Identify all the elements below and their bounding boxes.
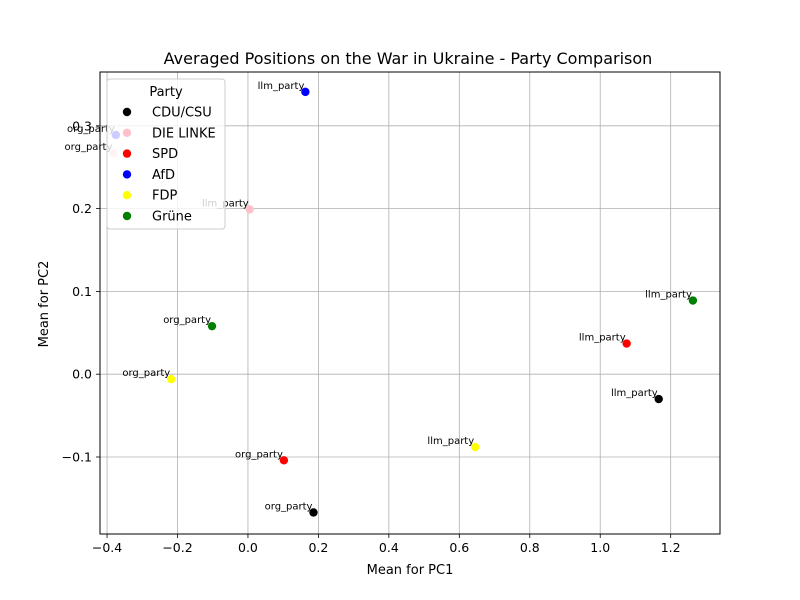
x-tick-label: −0.2 (162, 540, 192, 555)
x-tick-label: 0.6 (449, 540, 469, 555)
x-axis-label: Mean for PC1 (367, 563, 454, 578)
point-label: org_party (65, 142, 113, 153)
y-axis-label: Mean for PC2 (37, 261, 52, 348)
x-tick-label: 1.0 (590, 540, 610, 555)
grid (100, 72, 720, 534)
point-label: llm_party (258, 81, 305, 92)
x-tick-label: 1.2 (661, 540, 681, 555)
legend-label: CDU/CSU (152, 106, 212, 121)
point-label: llm_party (579, 333, 626, 344)
legend-title: Party (149, 85, 183, 100)
chart-title: Averaged Positions on the War in Ukraine… (164, 49, 653, 68)
point-label: org_party (235, 449, 283, 460)
data-point (207, 321, 217, 331)
point-label: llm_party (427, 436, 474, 447)
data-point (654, 394, 663, 404)
x-axis-ticks: −0.4 −0.2 0.0 0.2 0.4 0.6 0.8 1.0 1.2 (92, 534, 681, 555)
point-label: org_party (67, 124, 115, 135)
data-point (470, 442, 480, 452)
legend-marker (122, 128, 132, 137)
legend-label: AfD (152, 168, 175, 183)
point-label: llm_party (611, 388, 658, 399)
x-tick-label: 0.0 (238, 540, 258, 555)
legend: Party CDU/CSU DIE LINKE SPD AfD FDP Grüne (106, 78, 226, 230)
legend-marker (122, 191, 132, 200)
data-point (309, 508, 318, 517)
data-point (245, 205, 254, 214)
legend-label: DIE LINKE (152, 126, 216, 141)
legend-label: Grüne (152, 210, 192, 225)
x-tick-label: 0.8 (520, 540, 540, 555)
y-tick-label: −0.1 (62, 450, 92, 465)
legend-marker (122, 170, 132, 179)
x-tick-label: −0.4 (92, 540, 122, 555)
x-tick-label: 0.2 (308, 540, 328, 555)
data-point (622, 339, 631, 348)
legend-label: SPD (152, 147, 178, 162)
y-tick-label: 0.2 (72, 201, 92, 216)
legend-marker (122, 107, 132, 117)
legend-marker (122, 211, 132, 221)
point-label: org_party (122, 368, 170, 379)
y-tick-label: 0.0 (72, 367, 92, 382)
point-label: org_party (265, 501, 313, 512)
point-label: llm_party (645, 290, 692, 301)
data-points (109, 87, 698, 517)
legend-label: FDP (152, 189, 177, 204)
data-point (688, 296, 698, 305)
data-point (301, 87, 310, 97)
legend-entries: CDU/CSU DIE LINKE SPD AfD FDP Grüne (122, 106, 216, 225)
data-point (166, 374, 176, 384)
axes-frame (99, 71, 721, 535)
legend-marker (122, 149, 132, 158)
point-label: org_party (163, 315, 211, 326)
y-tick-label: 0.3 (72, 118, 92, 133)
y-axis-ticks: −0.1 0.0 0.1 0.2 0.3 (62, 118, 100, 465)
data-point (279, 456, 289, 465)
legend-box (106, 78, 226, 230)
x-tick-label: 0.4 (379, 540, 399, 555)
y-tick-label: 0.1 (72, 284, 92, 299)
